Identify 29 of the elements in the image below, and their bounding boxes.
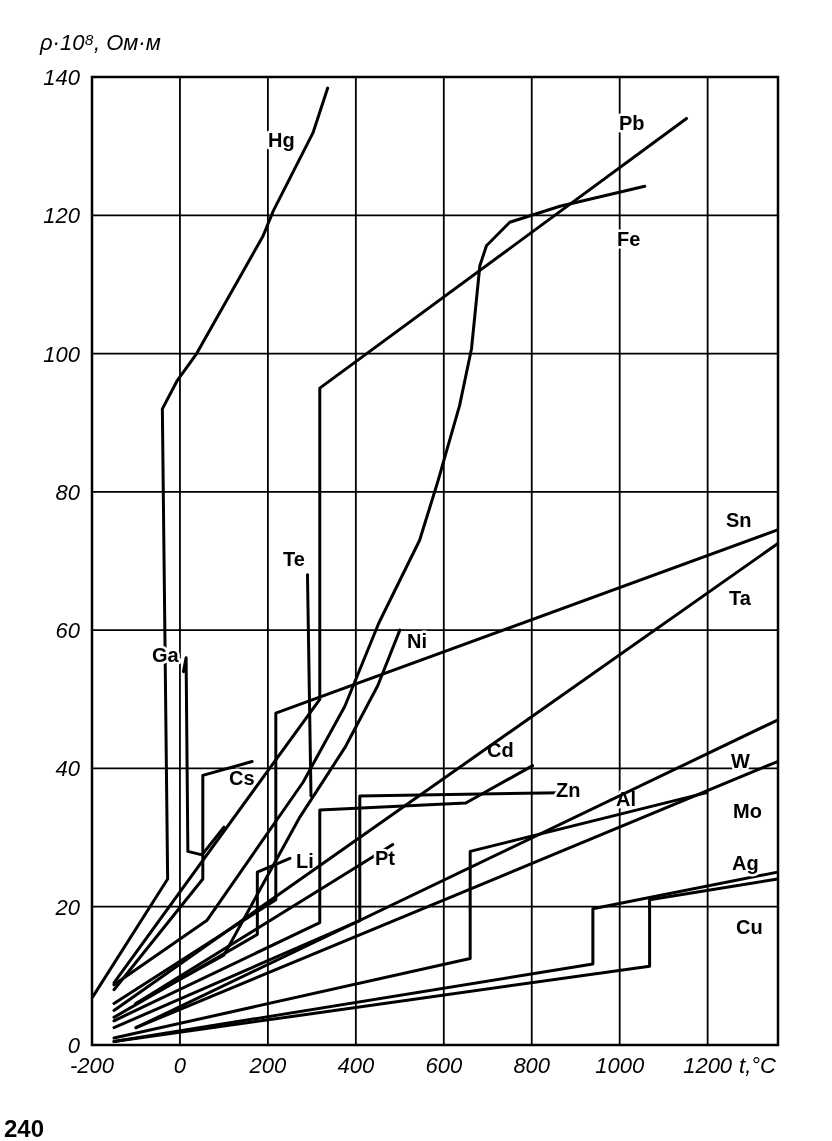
text: 240 bbox=[4, 1115, 45, 1141]
y-tick-label: 140 bbox=[43, 65, 81, 90]
series-label: Li bbox=[296, 850, 314, 872]
series-label: Mo bbox=[733, 800, 762, 822]
x-tick-label: 800 bbox=[513, 1053, 551, 1078]
series-label: Ag bbox=[732, 852, 759, 874]
x-tick-label: 400 bbox=[337, 1053, 375, 1078]
y-tick-label: 40 bbox=[55, 756, 81, 782]
y-tick-label: 20 bbox=[54, 894, 81, 920]
y-axis-title: ρ·10⁸, Ом·м bbox=[39, 30, 161, 55]
y-tick-label: 80 bbox=[55, 479, 81, 505]
x-tick-label: 1200 bbox=[683, 1053, 733, 1078]
series-label: W bbox=[731, 750, 750, 772]
series-label: Te bbox=[283, 548, 305, 570]
x-tick-label: 600 bbox=[425, 1053, 463, 1078]
series-label: Cs bbox=[229, 767, 255, 789]
x-tick-label: 200 bbox=[248, 1053, 288, 1078]
series-label: Hg bbox=[268, 129, 295, 151]
x-tick-label: 0 bbox=[173, 1053, 187, 1078]
y-tick-label: 120 bbox=[43, 203, 81, 229]
y-tick-label: 60 bbox=[55, 618, 81, 644]
series-label: Sn bbox=[726, 509, 752, 531]
series-label: Ta bbox=[729, 587, 752, 609]
x-axis-title: t,°C bbox=[739, 1053, 777, 1078]
series-label: Cu bbox=[736, 916, 763, 938]
series-label: Zn bbox=[556, 779, 581, 801]
series-label: Ni bbox=[407, 630, 427, 652]
y-tick-label: 100 bbox=[43, 341, 81, 367]
x-tick-label: 1000 bbox=[595, 1053, 645, 1078]
